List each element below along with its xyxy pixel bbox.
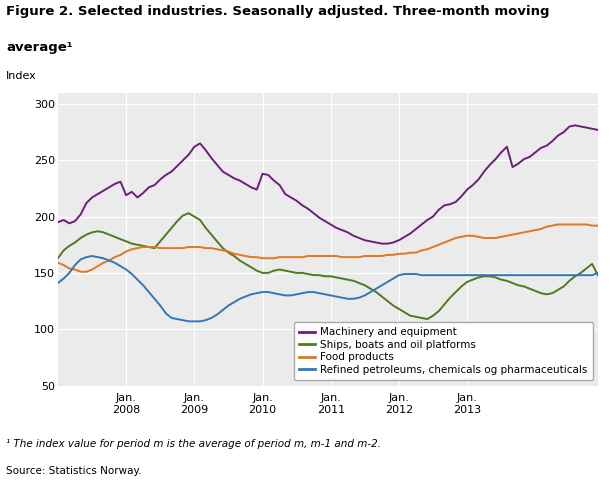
Legend: Machinery and equipment, Ships, boats and oil platforms, Food products, Refined : Machinery and equipment, Ships, boats an… bbox=[294, 322, 592, 380]
Text: average¹: average¹ bbox=[6, 41, 73, 55]
Text: ¹ The index value for period m is the average of period m, m-1 and m-2.: ¹ The index value for period m is the av… bbox=[6, 439, 381, 449]
Text: Source: Statistics Norway.: Source: Statistics Norway. bbox=[6, 466, 142, 476]
Text: Figure 2. Selected industries. Seasonally adjusted. Three-month moving: Figure 2. Selected industries. Seasonall… bbox=[6, 5, 550, 18]
Text: Index: Index bbox=[6, 71, 37, 81]
